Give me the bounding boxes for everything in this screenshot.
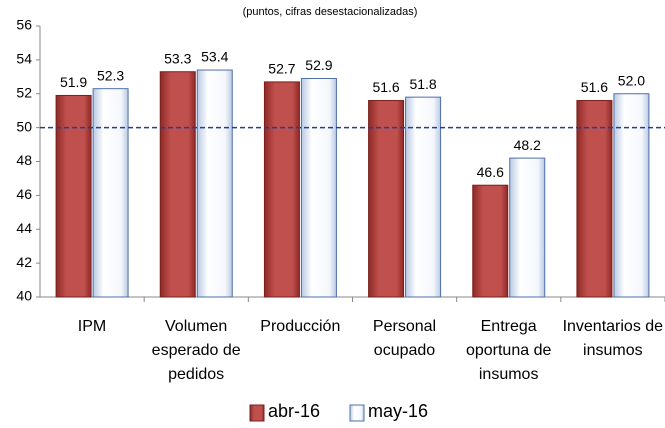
data-label: 53.3: [164, 50, 191, 66]
bar: [159, 71, 196, 298]
data-label: 52.3: [97, 67, 124, 83]
y-tick-label: 42: [16, 254, 32, 270]
data-label: 52.7: [268, 61, 295, 77]
legend-swatch: [249, 404, 265, 422]
y-tick-label: 56: [16, 17, 32, 33]
data-label: 46.6: [477, 164, 504, 180]
bar: [368, 100, 405, 298]
y-tick-label: 44: [16, 220, 32, 236]
chart-subtitle: (puntos, cifras desestacionalizadas): [243, 6, 418, 18]
data-label: 51.9: [60, 74, 87, 90]
legend-label: may-16: [368, 401, 429, 421]
data-label: 53.4: [201, 49, 228, 65]
bar: [509, 157, 546, 298]
x-tick-label: Entrega oportuna de insumos: [465, 318, 552, 383]
data-label: 48.2: [514, 137, 541, 153]
y-tick-label: 40: [16, 288, 32, 304]
bar: [196, 69, 233, 298]
y-tick-label: 52: [16, 84, 32, 100]
bar: [55, 94, 92, 298]
data-label: 52.0: [618, 72, 645, 88]
y-tick-label: 48: [16, 152, 32, 168]
bar: [472, 184, 509, 298]
x-tick-label: Volumen esperado de pedidos: [151, 318, 241, 383]
bar: [613, 93, 650, 298]
x-tick-label: Personal ocupado: [372, 318, 437, 359]
x-tick-label: Producción: [260, 318, 341, 335]
data-label: 51.6: [372, 79, 399, 95]
y-tick-label: 46: [16, 186, 32, 202]
bar: [405, 96, 442, 298]
y-tick-label: 54: [16, 51, 32, 67]
data-label: 52.9: [305, 57, 332, 73]
x-tick-label: Inventarios de insumos: [562, 318, 664, 359]
legend-label: abr-16: [268, 401, 321, 421]
x-tick-label: IPM: [77, 318, 107, 335]
data-label: 51.8: [409, 76, 436, 92]
bar: [92, 88, 129, 298]
legend-swatch: [349, 404, 365, 422]
bar: [263, 81, 300, 298]
data-label: 51.6: [581, 79, 608, 95]
bar: [576, 100, 613, 298]
bar: [300, 78, 337, 298]
y-tick-label: 50: [16, 118, 32, 134]
